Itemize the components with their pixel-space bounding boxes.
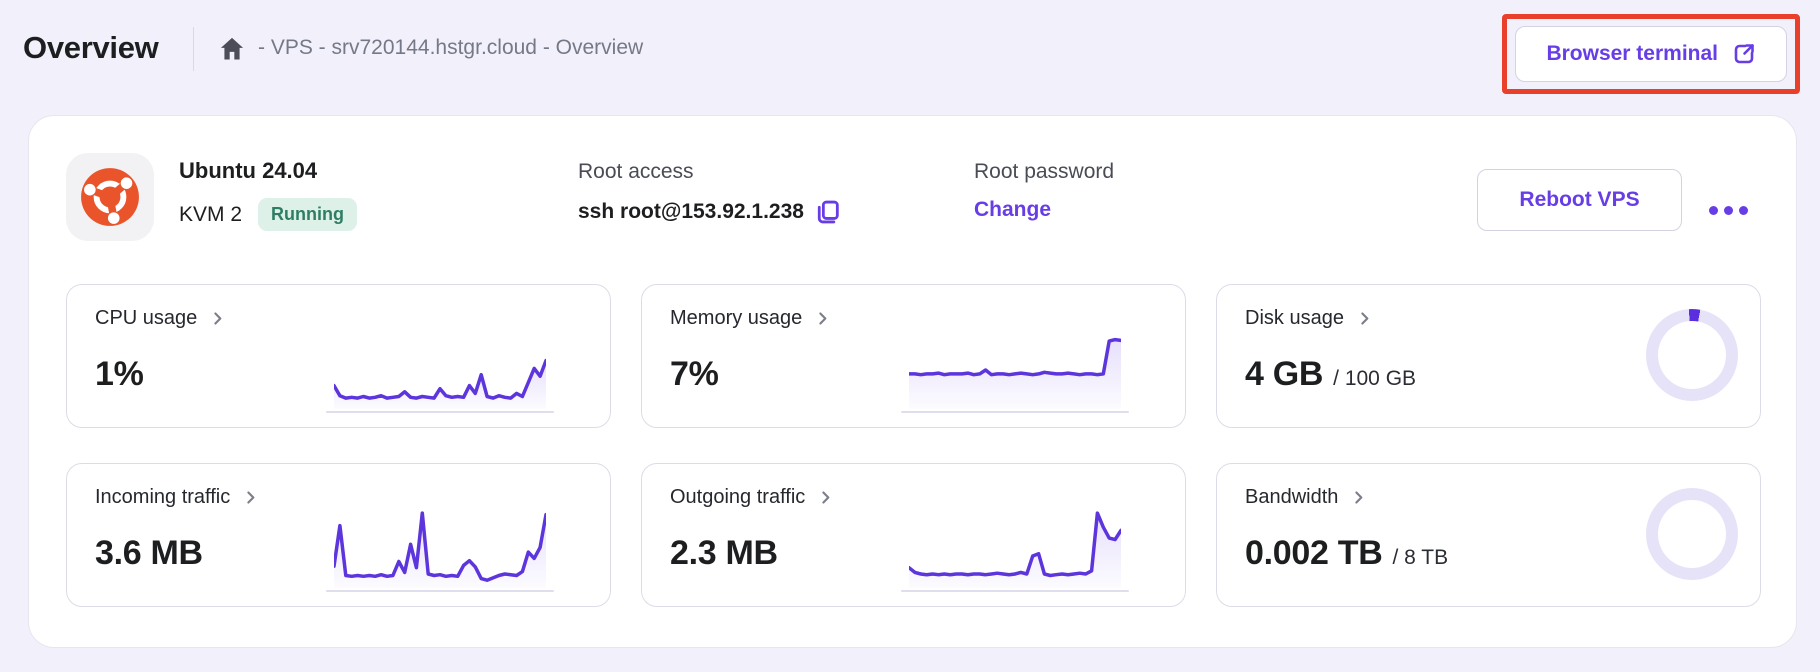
metric-label: Outgoing traffic [670,486,806,508]
chevron-right-icon [214,312,222,325]
metric-value: 0.002 TB / 8 TB [1245,534,1448,573]
metric-card-header[interactable]: Disk usage [1245,307,1373,330]
metric-value: 2.3 MB [670,534,778,573]
reboot-vps-button[interactable]: Reboot VPS [1477,169,1682,231]
header-divider [193,27,194,71]
metric-card-disk[interactable]: Disk usage 4 GB / 100 GB [1216,284,1761,428]
chevron-right-icon [822,491,830,504]
status-badge: Running [258,198,358,231]
metric-total: / 100 GB [1333,367,1417,390]
chevron-right-icon [1355,491,1363,504]
breadcrumb: - VPS - srv720144.hstgr.cloud - Overview [258,36,644,59]
chevron-right-icon [819,312,827,325]
donut-chart [1646,488,1738,580]
change-password-link[interactable]: Change [974,198,1052,221]
more-options-button[interactable] [1705,202,1752,219]
chevron-right-icon [1361,312,1369,325]
spark-baseline [901,411,1129,413]
metric-card-header[interactable]: Bandwidth [1245,486,1367,509]
annotation-highlight: Browser terminal [1502,14,1800,94]
metric-value: 3.6 MB [95,534,203,573]
metric-card-header[interactable]: Memory usage [670,307,831,330]
spark-baseline [326,411,554,413]
metric-value: 7% [670,355,719,394]
metric-label: Memory usage [670,307,803,329]
metric-value-number: 3.6 MB [95,534,203,572]
main-card: Ubuntu 24.04 KVM 2 Running Root access s… [28,115,1797,648]
metric-card-cpu[interactable]: CPU usage 1% [66,284,611,428]
metric-card-memory[interactable]: Memory usage 7% [641,284,1186,428]
metric-card-header[interactable]: Outgoing traffic [670,486,834,509]
sparkline-chart [909,337,1121,409]
browser-terminal-label: Browser terminal [1546,42,1718,65]
metric-card-header[interactable]: CPU usage [95,307,226,330]
external-link-icon [1734,44,1754,64]
chevron-right-icon [247,491,255,504]
root-password-label: Root password [974,160,1115,183]
metric-label: CPU usage [95,307,198,329]
page-title: Overview [23,30,159,65]
spark-baseline [901,590,1129,592]
metric-value-number: 2.3 MB [670,534,778,572]
metric-label: Bandwidth [1245,486,1339,508]
metric-value-number: 0.002 TB [1245,534,1383,572]
metrics-grid: CPU usage 1% Memory usage 7% Disk usage 4 GB /… [66,284,1761,607]
os-name: Ubuntu 24.04 [179,158,318,183]
metric-card-outgoing[interactable]: Outgoing traffic 2.3 MB [641,463,1186,607]
root-access-label: Root access [578,160,694,183]
sparkline-chart [334,511,546,588]
spark-baseline [326,590,554,592]
metric-label: Disk usage [1245,307,1344,329]
metric-value-number: 7% [670,355,719,393]
sparkline-chart [909,511,1121,588]
home-icon[interactable] [218,35,246,63]
ubuntu-logo-icon [81,168,139,226]
metric-card-header[interactable]: Incoming traffic [95,486,259,509]
ssh-command: ssh root@153.92.1.238 [578,200,804,223]
sparkline-chart [334,358,546,409]
metric-value-number: 1% [95,355,144,393]
metric-value: 4 GB / 100 GB [1245,355,1416,394]
metric-card-bandwidth[interactable]: Bandwidth 0.002 TB / 8 TB [1216,463,1761,607]
copy-icon[interactable] [814,198,842,226]
metric-value-number: 4 GB [1245,355,1324,393]
metric-total: / 8 TB [1392,546,1449,569]
browser-terminal-button[interactable]: Browser terminal [1515,26,1787,82]
metric-value: 1% [95,355,144,394]
os-tile [66,153,154,241]
page-header: Overview - VPS - srv720144.hstgr.cloud -… [0,0,1820,96]
metric-card-incoming[interactable]: Incoming traffic 3.6 MB [66,463,611,607]
donut-chart [1646,309,1738,401]
metric-label: Incoming traffic [95,486,231,508]
plan-label: KVM 2 [179,202,243,226]
